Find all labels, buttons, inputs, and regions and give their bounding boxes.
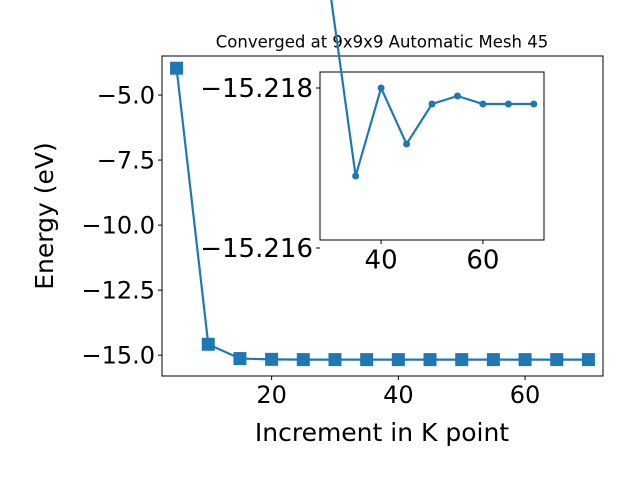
inset-data-point bbox=[453, 92, 461, 100]
inset-plot-frame bbox=[319, 71, 545, 241]
main-data-point bbox=[233, 352, 247, 366]
main-x-tick-label: 60 bbox=[510, 381, 541, 409]
inset-x-tick-label: 40 bbox=[365, 246, 398, 276]
inset-data-point bbox=[428, 100, 436, 108]
inset-data-point bbox=[377, 84, 385, 92]
main-data-point bbox=[455, 353, 469, 367]
main-chart-title: Converged at 9x9x9 Automatic Mesh 45 bbox=[216, 33, 548, 52]
inset-data-point bbox=[504, 100, 512, 108]
main-data-point bbox=[328, 353, 342, 367]
inset-x-tick-label: 60 bbox=[466, 246, 499, 276]
main-y-axis-label: Energy (eV) bbox=[30, 142, 59, 289]
inset-y-tick-label: −15.216 bbox=[200, 234, 313, 264]
inset-x-axis: 40 60 bbox=[365, 240, 499, 276]
main-y-tick-label: −10.0 bbox=[81, 212, 155, 240]
inset-data-point bbox=[352, 172, 360, 180]
main-data-point bbox=[296, 353, 310, 367]
main-y-tick-label: −5.0 bbox=[97, 81, 155, 109]
inset-data-point bbox=[530, 100, 538, 108]
main-plot-frame bbox=[161, 55, 604, 377]
main-data-point bbox=[265, 352, 279, 366]
main-data-point bbox=[391, 353, 405, 367]
main-data-point bbox=[201, 337, 215, 351]
main-data-point bbox=[550, 353, 564, 367]
main-y-tick-label: −7.5 bbox=[97, 146, 155, 174]
main-data-point bbox=[518, 353, 532, 367]
main-x-tick-label: 20 bbox=[256, 381, 287, 409]
inset-data-point bbox=[403, 140, 411, 148]
main-data-point bbox=[423, 353, 437, 367]
main-x-tick-label: 40 bbox=[383, 381, 414, 409]
main-data-point bbox=[360, 353, 374, 367]
main-series bbox=[170, 61, 595, 367]
main-y-tick-label: −15.0 bbox=[81, 342, 155, 370]
main-data-point bbox=[170, 61, 184, 75]
inset-y-tick-label: −15.218 bbox=[200, 74, 313, 104]
main-data-point bbox=[581, 353, 595, 367]
inset-data-point bbox=[479, 100, 487, 108]
main-y-axis: −5.0 −7.5 −10.0 −12.5 −15.0 bbox=[81, 81, 162, 370]
main-data-point bbox=[486, 353, 500, 367]
inset-series bbox=[330, 0, 538, 180]
main-x-axis: 20 40 60 bbox=[256, 376, 540, 409]
main-x-axis-label: Increment in K point bbox=[255, 418, 509, 447]
main-y-tick-label: −12.5 bbox=[81, 277, 155, 305]
inset-y-axis: −15.218 −15.216 bbox=[200, 74, 320, 264]
